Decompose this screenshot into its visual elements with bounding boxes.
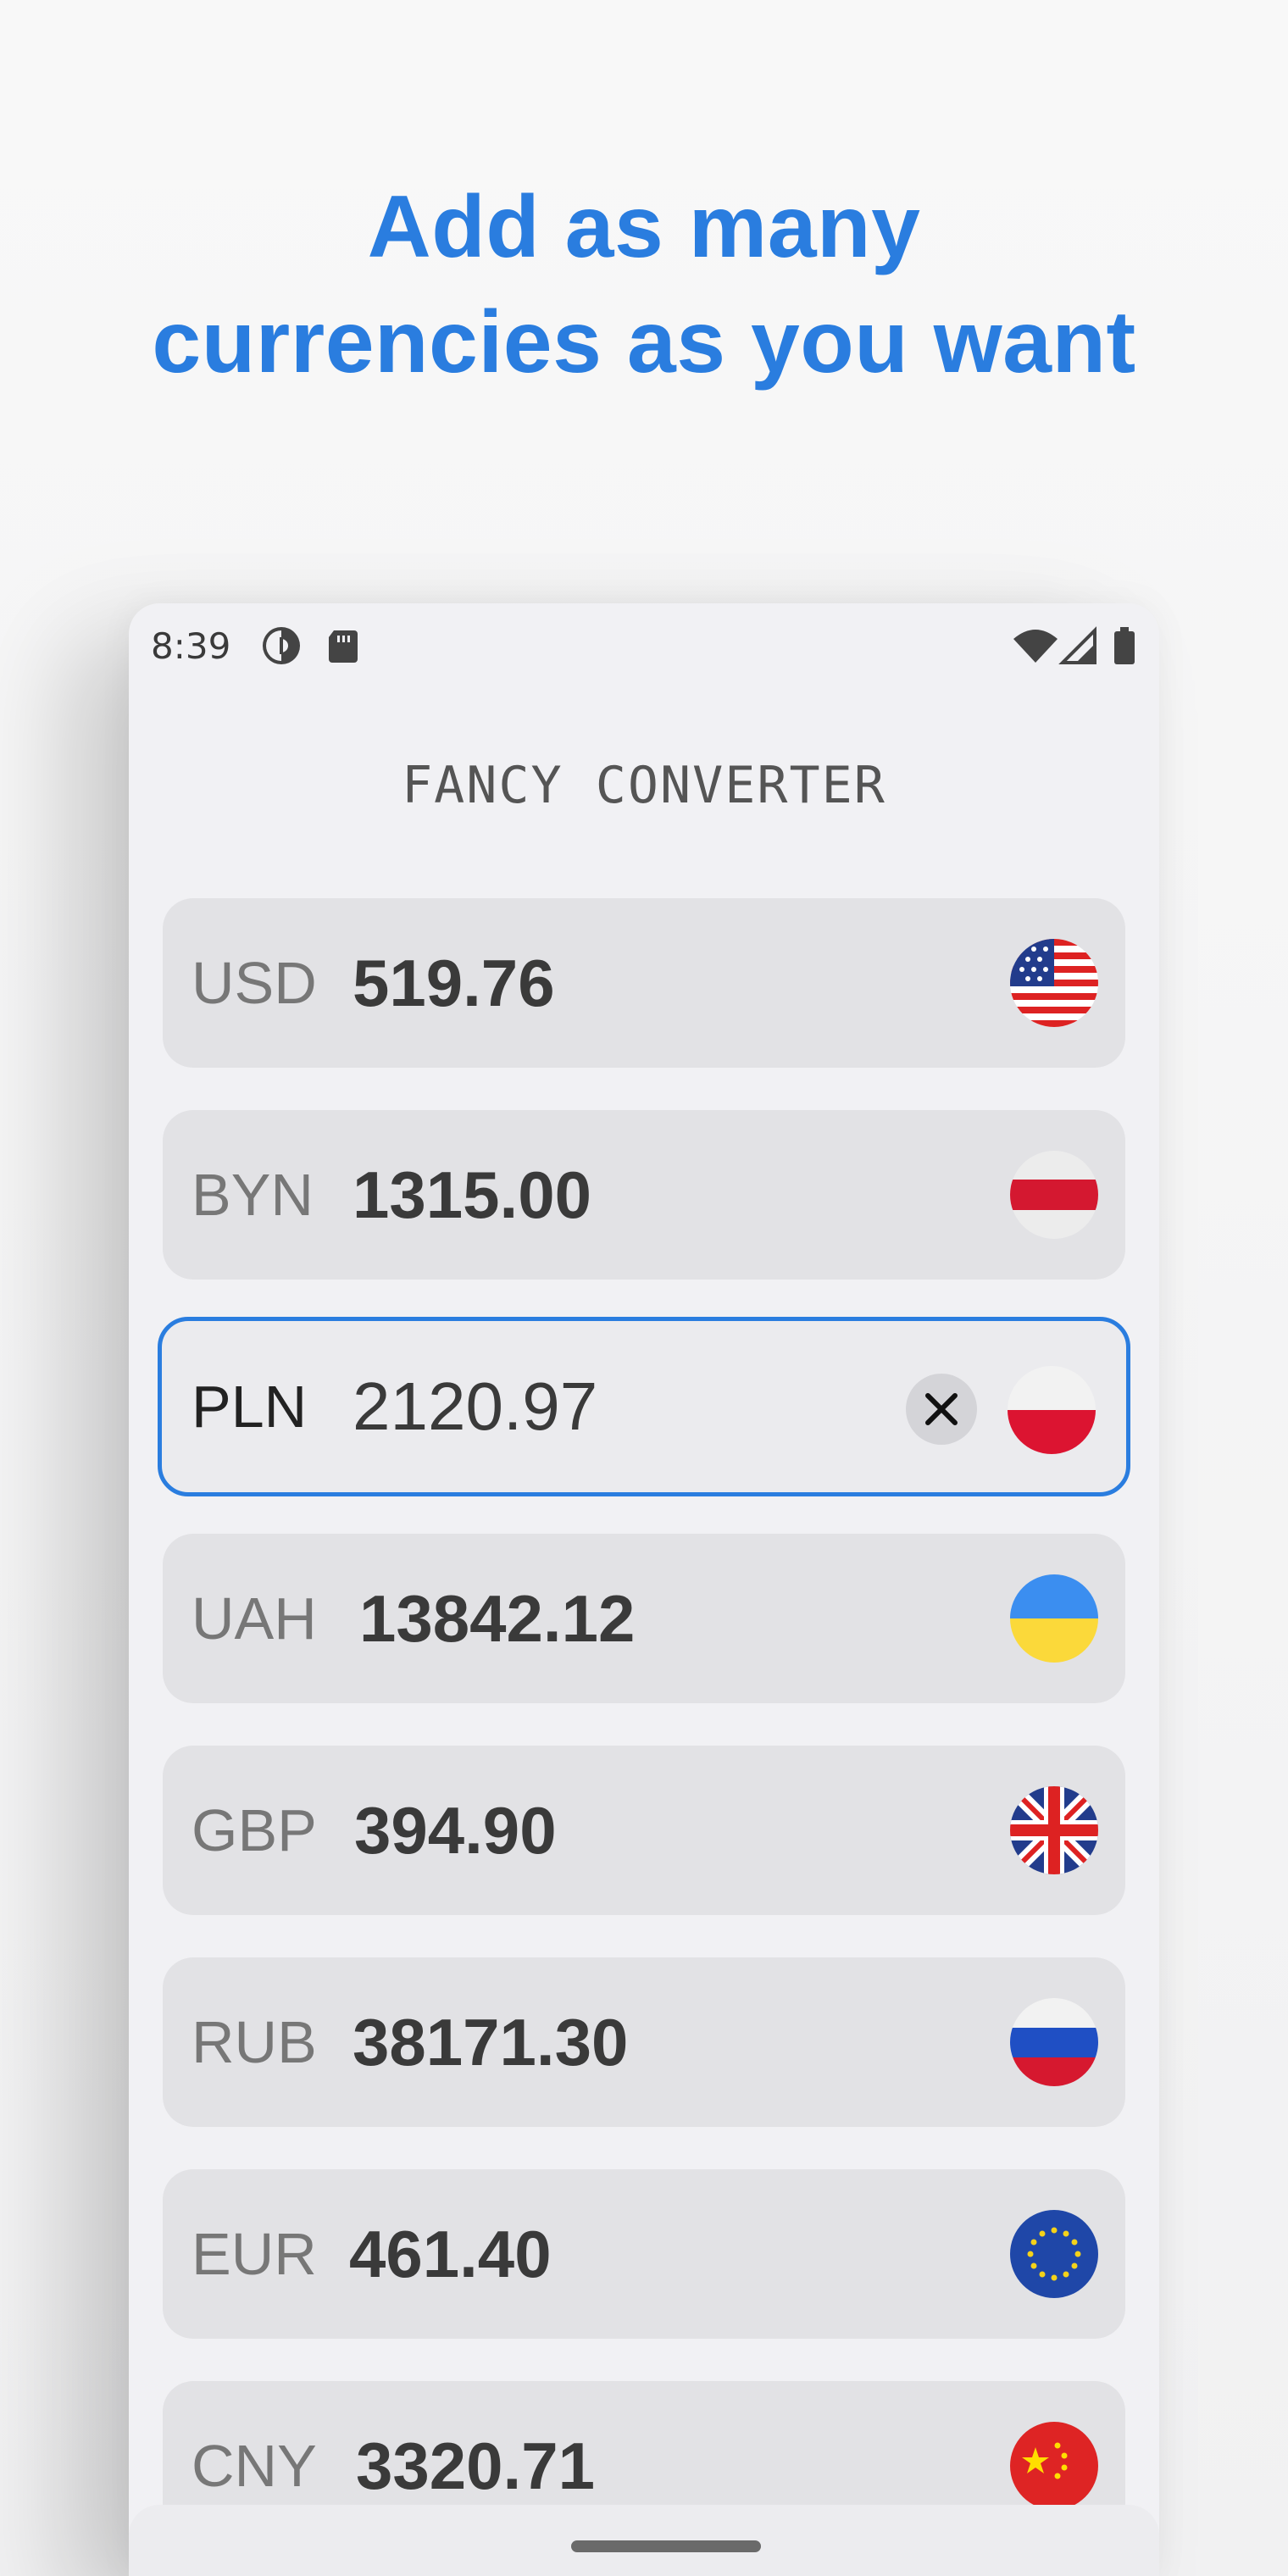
wifi-icon [1010, 622, 1061, 669]
battery-icon [1110, 622, 1139, 669]
currency-code: BYN [192, 1110, 314, 1280]
currency-amount[interactable]: 461.40 [349, 2169, 552, 2339]
currency-list: USD 519.76 [163, 898, 1125, 2576]
currency-amount[interactable]: 394.90 [354, 1746, 557, 1915]
navigation-bar [129, 2505, 1159, 2576]
status-bar: 8:39 [129, 603, 1159, 688]
home-gesture-handle[interactable] [571, 2540, 761, 2552]
currency-amount-input[interactable]: 2120.97 [353, 1321, 597, 1491]
us-flag-icon [1010, 939, 1098, 1027]
eu-flag-icon [1010, 2210, 1098, 2298]
uk-flag-icon [1010, 1786, 1098, 1874]
currency-row-pln[interactable]: PLN 2120.97 [158, 1317, 1130, 1496]
ukraine-flag-icon [1010, 1574, 1098, 1663]
app-title: FANCY CONVERTER [129, 756, 1159, 815]
currency-row-eur[interactable]: EUR 461.40 [163, 2169, 1125, 2339]
currency-row-gbp[interactable]: GBP 394.90 [163, 1746, 1125, 1915]
currency-row-uah[interactable]: UAH 13842.12 [163, 1534, 1125, 1703]
currency-code: PLN [192, 1321, 307, 1491]
currency-code: UAH [192, 1534, 317, 1703]
currency-code: USD [192, 898, 317, 1068]
cell-signal-icon [1058, 622, 1100, 669]
headline-line-2: currencies as you want [0, 285, 1288, 400]
currency-code: RUB [192, 1957, 317, 2127]
currency-amount[interactable]: 38171.30 [353, 1957, 628, 2127]
headline-line-1: Add as many [0, 169, 1288, 285]
data-saver-icon [258, 622, 305, 669]
currency-amount[interactable]: 1315.00 [353, 1110, 591, 1280]
currency-amount[interactable]: 519.76 [353, 898, 555, 1068]
currency-code: EUR [192, 2169, 317, 2339]
china-flag-icon [1010, 2422, 1098, 2510]
close-icon [906, 1374, 977, 1445]
clear-button[interactable] [906, 1374, 977, 1445]
status-time: 8:39 [151, 625, 230, 667]
russia-flag-icon [1010, 1998, 1098, 2086]
belarus-flag-icon [1010, 1151, 1098, 1239]
sd-card-icon [320, 622, 368, 669]
promo-headline: Add as many currencies as you want [0, 169, 1288, 400]
currency-row-usd[interactable]: USD 519.76 [163, 898, 1125, 1068]
currency-row-byn[interactable]: BYN 1315.00 [163, 1110, 1125, 1280]
currency-code: GBP [192, 1746, 317, 1915]
poland-flag-icon [1008, 1366, 1096, 1454]
currency-amount[interactable]: 13842.12 [359, 1534, 635, 1703]
currency-row-rub[interactable]: RUB 38171.30 [163, 1957, 1125, 2127]
phone-screen: 8:39 [129, 603, 1159, 2576]
